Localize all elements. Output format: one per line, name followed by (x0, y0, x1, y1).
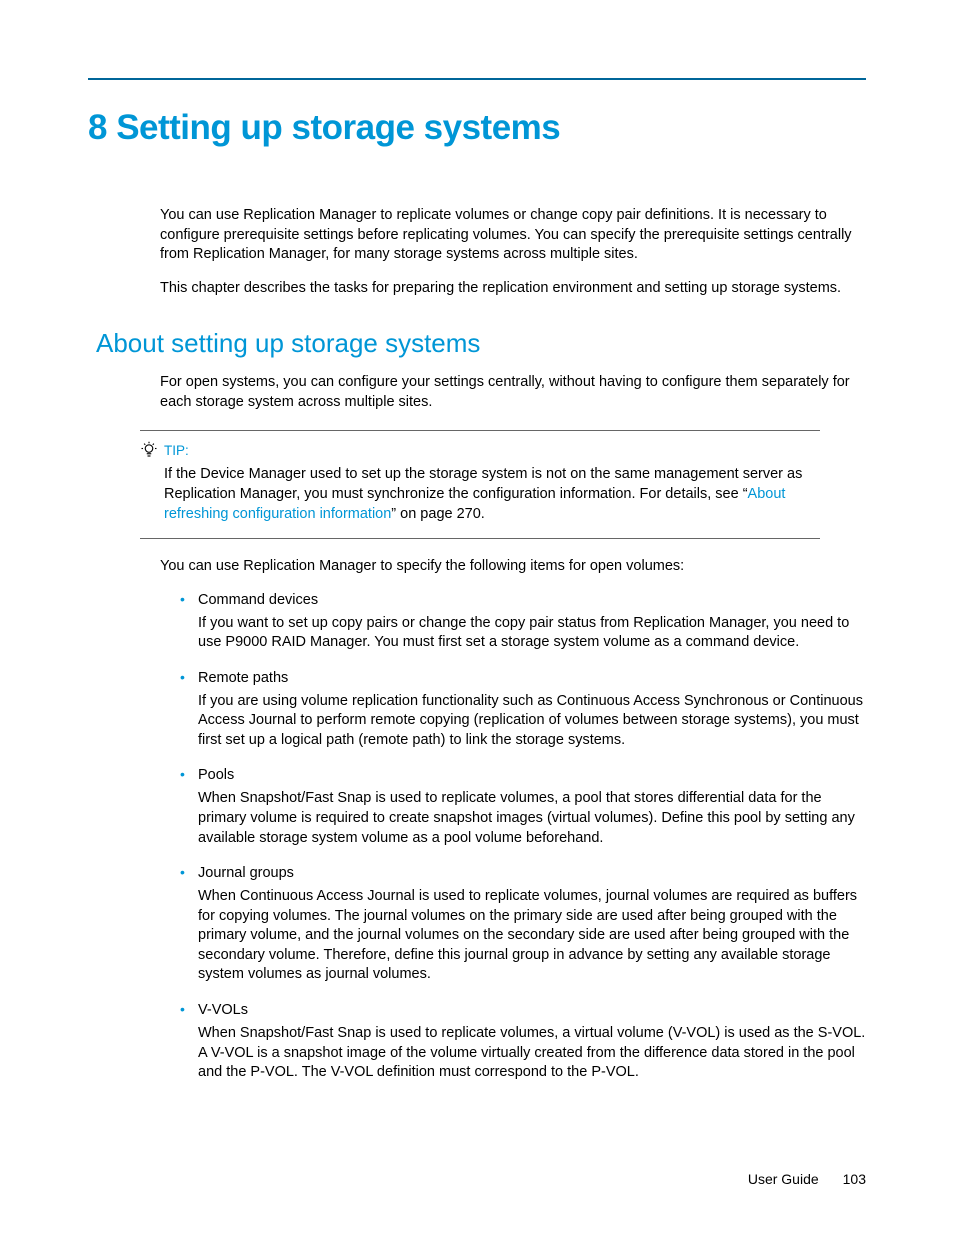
item-title: Journal groups (198, 865, 294, 881)
tip-text: If the Device Manager used to set up the… (164, 465, 820, 524)
bullet-icon: • (180, 1001, 198, 1017)
item-desc: When Continuous Access Journal is used t… (198, 887, 866, 985)
footer-page-number: 103 (843, 1171, 866, 1187)
tip-callout: TIP: If the Device Manager used to set u… (140, 430, 820, 539)
intro-paragraph-2: This chapter describes the tasks for pre… (160, 279, 866, 299)
section-heading: About setting up storage systems (96, 328, 866, 359)
item-desc: If you want to set up copy pairs or chan… (198, 614, 866, 653)
list-item: • Journal groups When Continuous Access … (180, 864, 866, 985)
section-paragraph-1: For open systems, you can configure your… (160, 373, 866, 412)
item-desc: When Snapshot/Fast Snap is used to repli… (198, 1024, 866, 1083)
bullet-list: • Command devices If you want to set up … (180, 591, 866, 1083)
list-item: • Pools When Snapshot/Fast Snap is used … (180, 766, 866, 848)
tip-label: TIP: (164, 443, 189, 458)
list-item: • Command devices If you want to set up … (180, 591, 866, 653)
chapter-title: 8 Setting up storage systems (88, 108, 866, 148)
lightbulb-icon (140, 441, 158, 459)
item-desc: If you are using volume replication func… (198, 692, 866, 751)
item-title: Command devices (198, 592, 318, 608)
bullet-icon: • (180, 591, 198, 607)
item-title: V-VOLs (198, 1002, 248, 1018)
tip-text-after: ” on page 270. (391, 506, 485, 522)
page-footer: User Guide 103 (748, 1171, 866, 1187)
tip-text-before: If the Device Manager used to set up the… (164, 466, 802, 502)
item-desc: When Snapshot/Fast Snap is used to repli… (198, 789, 866, 848)
item-title: Pools (198, 767, 234, 783)
bullet-icon: • (180, 864, 198, 880)
item-title: Remote paths (198, 670, 288, 686)
bullet-icon: • (180, 669, 198, 685)
list-intro: You can use Replication Manager to speci… (160, 557, 866, 577)
list-item: • V-VOLs When Snapshot/Fast Snap is used… (180, 1001, 866, 1083)
top-rule (88, 78, 866, 80)
intro-paragraph-1: You can use Replication Manager to repli… (160, 206, 866, 265)
list-item: • Remote paths If you are using volume r… (180, 669, 866, 751)
tip-header: TIP: (140, 441, 820, 459)
page-content: 8 Setting up storage systems You can use… (0, 0, 954, 1083)
footer-doc-title: User Guide (748, 1171, 819, 1187)
bullet-icon: • (180, 766, 198, 782)
